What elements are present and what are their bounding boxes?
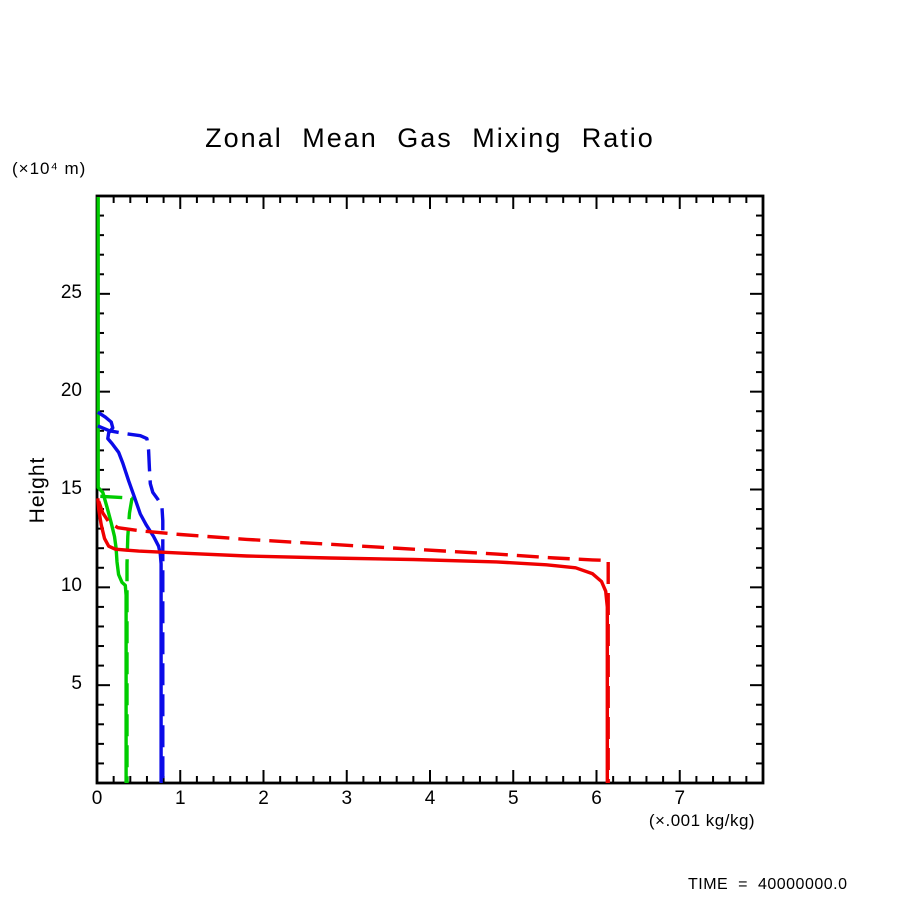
- y-tick-label-20: 20: [60, 379, 82, 401]
- x-tick-label-4: 4: [424, 788, 436, 809]
- y-tick-label-5: 5: [71, 673, 82, 695]
- series-red-dashed: [97, 500, 610, 783]
- series-green-solid: [96, 197, 128, 783]
- x-tick-label-2: 2: [258, 788, 269, 809]
- chart-title: Zonal Mean Gas Mixing Ratio: [205, 123, 655, 153]
- x-tick-label-7: 7: [674, 788, 686, 809]
- x-tick-label-6: 6: [591, 788, 602, 809]
- series-blue-dashed: [97, 424, 165, 783]
- time-label: TIME = 40000000.0: [688, 876, 848, 893]
- x-tick-label-3: 3: [341, 788, 353, 809]
- series-red-solid: [96, 498, 609, 783]
- y-tick-label-15: 15: [60, 477, 82, 499]
- x-axis-unit-label: (×.001 kg/kg): [648, 811, 756, 830]
- series-blue-solid: [96, 410, 163, 783]
- y-tick-label-10: 10: [60, 575, 82, 597]
- x-tick-label-5: 5: [507, 788, 519, 809]
- y-axis-unit-label: (×10⁴ m): [12, 159, 87, 178]
- y-tick-label-25: 25: [60, 281, 82, 303]
- plot-frame: [95, 194, 765, 785]
- x-tick-label-0: 0: [91, 788, 103, 809]
- series-green-dashed: [100, 494, 134, 783]
- x-tick-label-1: 1: [174, 788, 186, 809]
